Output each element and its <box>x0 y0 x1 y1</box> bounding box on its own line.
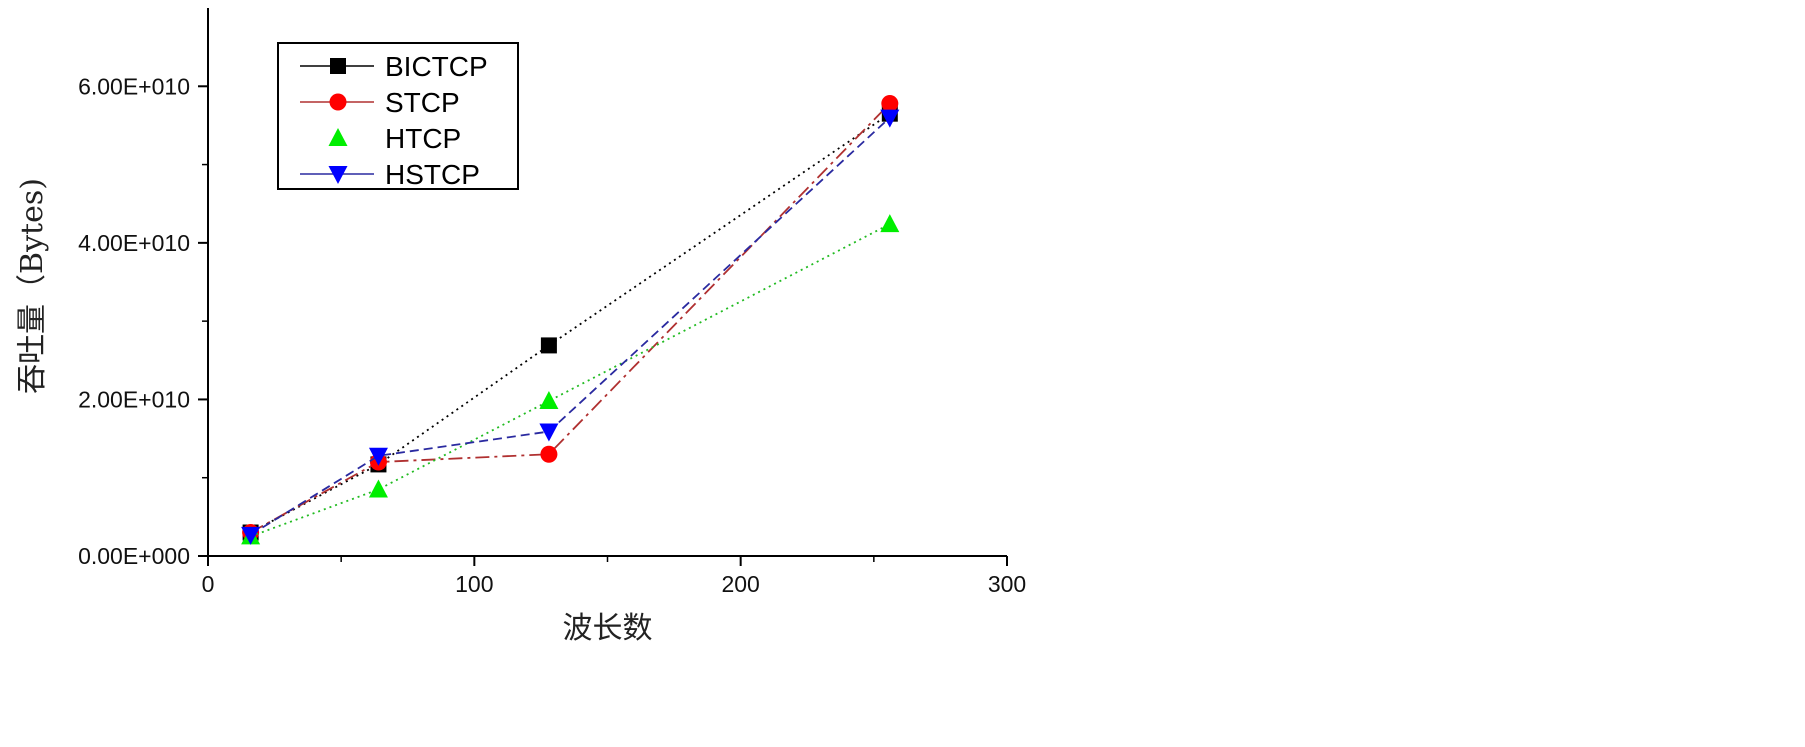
data-point-hstcp <box>539 423 559 442</box>
legend-item-htcp: HTCP <box>328 123 461 154</box>
legend-label: HTCP <box>385 123 461 154</box>
x-tick-label: 200 <box>721 571 759 597</box>
y-tick-label: 2.00E+010 <box>78 386 190 412</box>
y-tick-label: 6.00E+010 <box>78 73 190 99</box>
series-line-htcp <box>250 223 891 538</box>
x-axis-title: 波长数 <box>563 611 653 646</box>
legend-label: STCP <box>385 87 460 118</box>
series-hstcp <box>241 109 900 545</box>
x-tick-label: 100 <box>455 571 493 597</box>
data-point-hstcp <box>241 526 261 545</box>
legend: BICTCP STCP HTCP HSTCP <box>277 42 519 190</box>
data-point-hstcp <box>880 109 900 128</box>
series-line-stcp <box>250 102 891 534</box>
data-point-htcp <box>880 214 900 233</box>
y-tick-label: 4.00E+010 <box>78 230 190 256</box>
data-point-stcp <box>881 95 899 113</box>
x-tick-label: 0 <box>202 571 215 597</box>
legend-box <box>277 42 519 190</box>
legend-item-stcp: STCP <box>300 87 460 118</box>
legend-marker <box>329 93 347 111</box>
series-layer <box>241 95 900 545</box>
legend-marker <box>330 58 346 74</box>
data-point-stcp <box>540 445 558 463</box>
legend-item-hstcp: HSTCP <box>300 159 480 190</box>
legend-item-bictcp: BICTCP <box>300 51 488 82</box>
x-tick-label: 300 <box>988 571 1026 597</box>
series-line-hstcp <box>250 116 891 536</box>
series-line-bictcp <box>250 112 891 534</box>
series-htcp <box>241 214 900 545</box>
data-point-hstcp <box>368 447 388 466</box>
y-axis-title: 吞吐量（Bytes) <box>15 178 50 394</box>
data-point-htcp <box>539 390 559 409</box>
legend-label: BICTCP <box>385 51 488 82</box>
legend-marker <box>328 128 348 146</box>
data-point-bictcp <box>540 337 557 354</box>
legend-marker <box>328 166 348 184</box>
ticks: 0 100 200 300 0.00E+000 2.00E+010 4.00E+010 6.0… <box>78 73 1026 597</box>
data-point-htcp <box>368 479 388 498</box>
y-tick-label: 0.00E+000 <box>78 543 190 569</box>
legend-label: HSTCP <box>385 159 480 190</box>
